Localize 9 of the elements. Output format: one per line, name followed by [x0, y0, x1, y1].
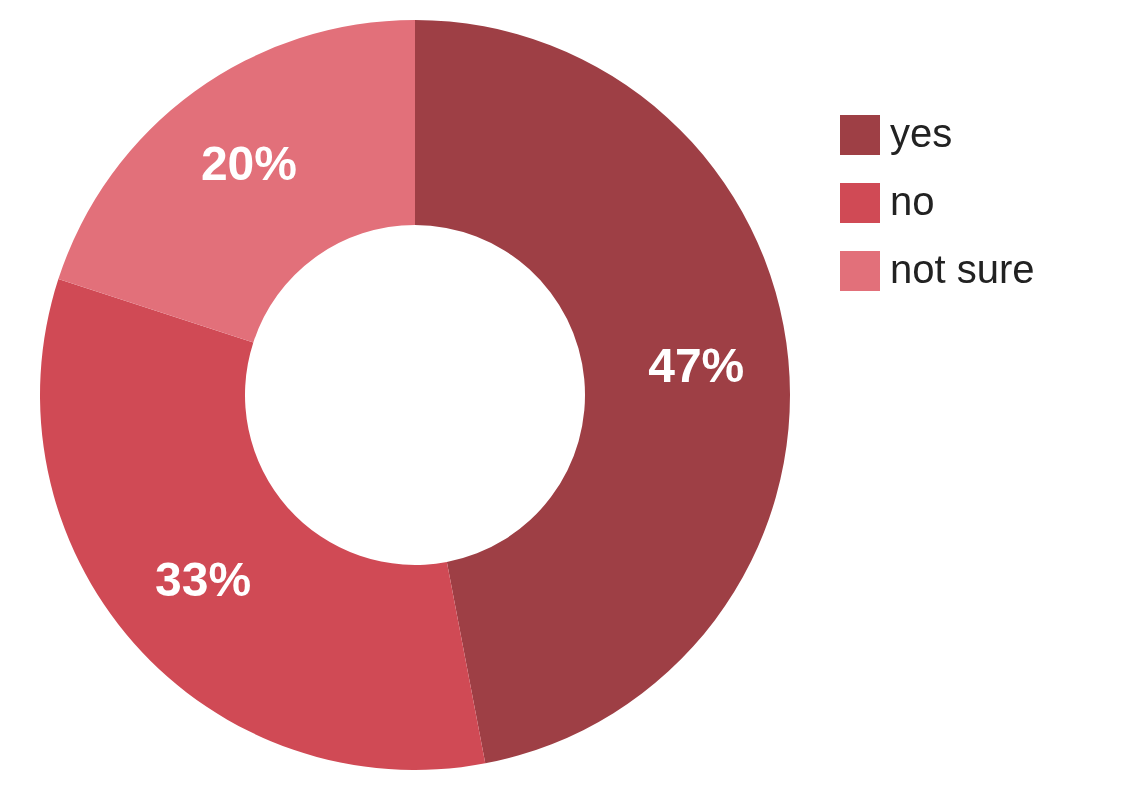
data-label: 47%	[648, 339, 745, 393]
donut-slice	[40, 279, 486, 770]
data-label: 33%	[155, 552, 252, 606]
data-label: 20%	[200, 137, 297, 191]
legend-label: no	[890, 179, 935, 223]
legend-label: yes	[890, 111, 953, 155]
donut-slice	[415, 20, 790, 764]
donut-slice	[58, 20, 415, 343]
legend-label: not sure	[890, 247, 1035, 291]
